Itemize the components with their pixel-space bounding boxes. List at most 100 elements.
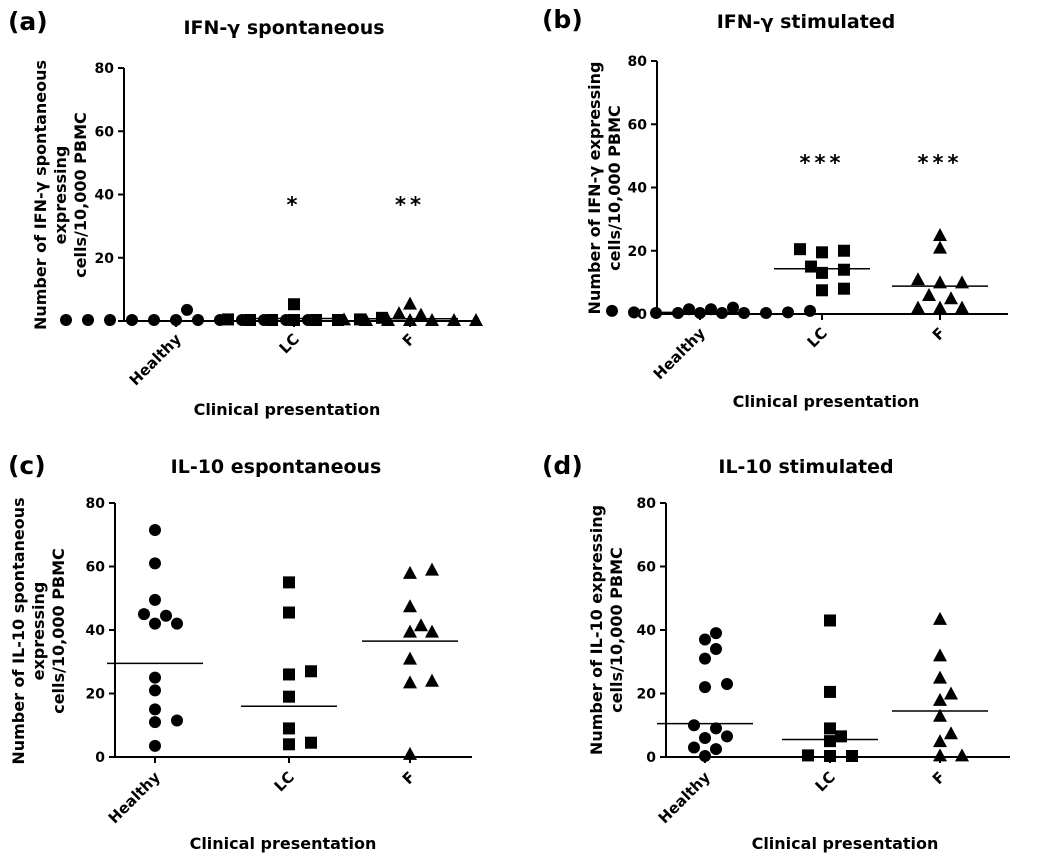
data-point-f (933, 670, 947, 684)
data-point-healthy (683, 303, 695, 316)
x-tick-label: Healthy (655, 768, 714, 827)
data-point-lc (310, 314, 322, 326)
data-point-lc (824, 722, 836, 735)
data-point-lc (816, 266, 828, 279)
data-point-f (955, 748, 969, 762)
x-axis-title: Clinical presentation (733, 392, 920, 411)
x-axis-title: Clinical presentation (752, 834, 939, 853)
chart-panel-4: (d) IL-10 stimulated 0 20 40 60 80 Healthy LC F Cl… (542, 451, 1010, 853)
y-axis-title: cells/10,000 PBMC (71, 112, 90, 278)
data-point-healthy (628, 306, 640, 319)
data-point-lc (283, 738, 295, 751)
data-point-lc (288, 314, 300, 326)
data-point-lc (846, 750, 858, 762)
chart-panel-1: (a)IFN-γ spontaneous020406080HealthyLCFC… (8, 7, 483, 419)
data-point-f (955, 300, 969, 314)
data-point-lc (824, 735, 836, 748)
panel-label: (d) (542, 451, 583, 480)
data-point-lc (838, 282, 850, 295)
data-point-lc (283, 722, 295, 735)
x-axis-title: Clinical presentation (190, 834, 377, 853)
data-point-healthy (710, 722, 722, 735)
y-tick-label: 40 (86, 623, 106, 639)
data-point-healthy (82, 314, 94, 326)
data-point-f (933, 692, 947, 706)
data-point-healthy (727, 301, 739, 314)
data-point-healthy (160, 609, 172, 622)
y-tick-label: 40 (95, 188, 115, 204)
data-point-healthy (710, 627, 722, 640)
data-point-lc (816, 246, 828, 259)
y-axis-title: cells/10,000 PBMC (607, 547, 626, 713)
y-axis-title: expressing (29, 582, 48, 681)
y-tick-label: 20 (86, 687, 106, 703)
data-point-healthy (149, 523, 161, 536)
data-point-f (933, 648, 947, 662)
data-point-lc (824, 685, 836, 698)
data-point-f (933, 227, 947, 241)
data-point-f (403, 565, 417, 579)
data-point-f (933, 708, 947, 722)
data-point-f (933, 611, 947, 625)
data-point-healthy (149, 617, 161, 630)
data-point-f (933, 300, 947, 314)
data-point-f (414, 307, 428, 321)
data-point-healthy (699, 681, 711, 694)
chart-title: IFN-γ stimulated (717, 11, 896, 33)
data-point-lc (222, 313, 234, 326)
data-point-healthy (699, 652, 711, 665)
data-point-healthy (606, 304, 618, 317)
data-point-f (403, 599, 417, 613)
data-point-f (933, 275, 947, 289)
data-point-healthy (192, 314, 204, 326)
data-point-lc (244, 314, 256, 326)
data-point-healthy (688, 741, 700, 754)
y-axis-title: Number of IFN-γ spontaneous (31, 60, 50, 330)
data-point-f (911, 300, 925, 314)
x-tick-label: LC (271, 768, 298, 795)
data-point-f (403, 675, 417, 689)
data-point-lc (283, 576, 295, 589)
y-tick-label: 20 (628, 244, 648, 260)
data-point-f (933, 734, 947, 748)
data-point-f (403, 651, 417, 665)
chart-title: IFN-γ spontaneous (183, 17, 384, 39)
data-point-lc (835, 730, 847, 743)
data-point-f (403, 624, 417, 638)
y-tick-label: 20 (95, 251, 115, 267)
data-point-healthy (699, 750, 711, 762)
data-point-f (403, 296, 417, 310)
x-tick-label: F (929, 324, 949, 344)
data-point-lc (805, 260, 817, 273)
data-point-f (403, 746, 417, 760)
significance-marker: ** (395, 193, 425, 217)
chart-title: IL-10 espontaneous (171, 456, 382, 478)
data-point-f (944, 726, 958, 740)
data-point-healthy (782, 306, 794, 319)
x-tick-label: Healthy (126, 330, 185, 389)
significance-marker: * (287, 193, 302, 217)
significance-marker: *** (800, 151, 845, 175)
x-tick-label: Healthy (650, 324, 709, 383)
data-point-f (425, 562, 439, 576)
data-point-healthy (721, 677, 733, 690)
chart-panel-3: (c) IL-10 espontaneous 0 20 40 60 80 Healthy LC F… (8, 451, 472, 853)
data-point-f (955, 275, 969, 289)
y-tick-label: 60 (95, 124, 115, 140)
x-tick-label: F (399, 330, 419, 350)
data-point-f (425, 673, 439, 687)
data-point-healthy (688, 719, 700, 732)
data-point-lc (283, 606, 295, 619)
data-point-lc (824, 750, 836, 762)
data-point-healthy (149, 739, 161, 752)
data-point-healthy (149, 593, 161, 606)
panel-label: (c) (8, 451, 46, 480)
data-point-healthy (171, 617, 183, 630)
data-point-healthy (149, 684, 161, 697)
data-point-f (469, 313, 483, 326)
x-tick-label: LC (804, 324, 831, 351)
x-tick-label: LC (812, 768, 839, 795)
y-tick-label: 60 (628, 117, 648, 133)
y-tick-label: 0 (637, 307, 647, 323)
